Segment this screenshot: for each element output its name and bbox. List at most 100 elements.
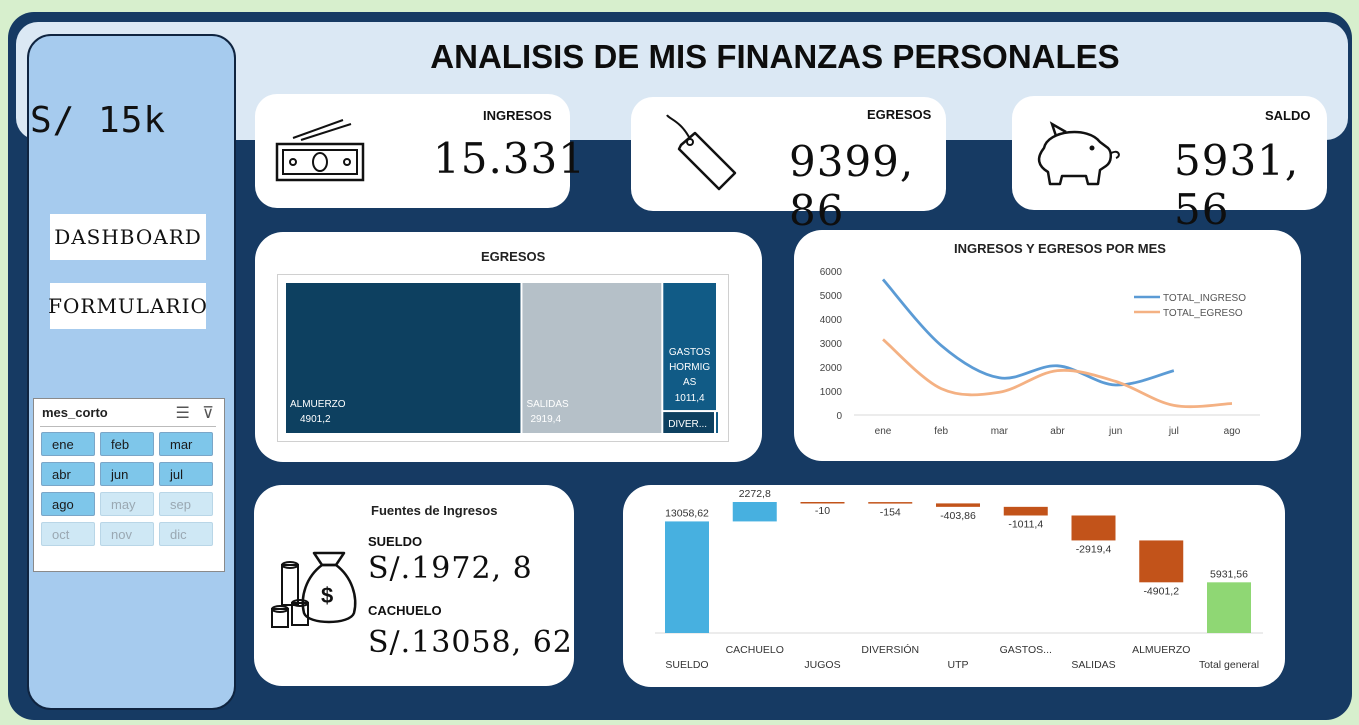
y-tick-label: 3000 [820, 339, 843, 350]
x-tick-label: abr [1050, 426, 1065, 437]
saldo-card: SALDO 5931, 56 [1012, 96, 1327, 234]
price-tag-icon [666, 114, 737, 191]
ingresos-card: INGRESOS 15.331 [255, 94, 585, 208]
waterfall-bar[interactable] [936, 503, 980, 507]
x-tick-label: ene [875, 426, 892, 437]
treemap-cell[interactable] [716, 412, 718, 433]
series-line-total_ingreso[interactable] [881, 278, 1175, 387]
slicer-item-may[interactable]: may [100, 492, 154, 516]
treemap-label: ALMUERZO [290, 399, 346, 410]
category-label: Total general [1199, 659, 1259, 671]
slicer-item-dic[interactable]: dic [159, 522, 213, 546]
x-tick-label: feb [934, 426, 948, 437]
waterfall-bar[interactable] [800, 502, 845, 504]
waterfall-bar[interactable] [1139, 540, 1184, 583]
saldo-label: SALDO [1265, 108, 1311, 123]
line-chart-card: INGRESOS Y EGRESOS POR MES 6000 5000 4000 3… [794, 230, 1301, 461]
slicer-toolbar: ☰ ⊽ [175, 403, 214, 423]
treemap-svg: ALMUERZO 4901,2 SALIDAS 2919,4 GASTOS HORMIG A… [286, 283, 718, 433]
y-tick-label: 2000 [820, 363, 843, 374]
slicer-item-jun[interactable]: jun [100, 462, 154, 486]
x-tick-label: mar [991, 426, 1009, 437]
slicer-item-jul[interactable]: jul [159, 462, 213, 486]
slicer-item-ago[interactable]: ago [41, 492, 95, 516]
slicer-item-abr[interactable]: abr [41, 462, 95, 486]
treemap-value: 4901,2 [300, 414, 331, 425]
y-tick-label: 1000 [820, 387, 843, 398]
data-label: -10 [815, 505, 830, 517]
clear-filter-icon[interactable]: ⊽ [202, 405, 214, 422]
treemap-title: EGRESOS [481, 249, 546, 264]
category-label: DIVERSIÓN [861, 643, 919, 656]
category-label: JUGOS [804, 659, 840, 671]
formulario-button[interactable]: FORMULARIO [48, 283, 207, 329]
fuentes-title: Fuentes de Ingresos [371, 503, 498, 518]
category-label: SUELDO [665, 659, 708, 671]
waterfall-bar[interactable] [868, 502, 913, 504]
x-tick-label: ago [1224, 426, 1241, 437]
slicer-item-nov[interactable]: nov [100, 522, 154, 546]
svg-text:$: $ [321, 583, 333, 608]
slicer-item-ene[interactable]: ene [41, 432, 95, 456]
y-tick-label: 6000 [820, 267, 843, 278]
y-tick-label: 4000 [820, 315, 843, 326]
data-label: 5931,56 [1210, 568, 1248, 580]
category-label: SALIDAS [1071, 659, 1115, 671]
slicer-divider [40, 426, 216, 427]
x-tick-label: jun [1108, 426, 1122, 437]
slicer-item-oct[interactable]: oct [41, 522, 95, 546]
line-chart-title: INGRESOS Y EGRESOS POR MES [954, 241, 1166, 256]
treemap-area: ALMUERZO 4901,2 SALIDAS 2919,4 GASTOS HORMIG A… [277, 274, 729, 442]
treemap-cell[interactable] [663, 283, 716, 411]
series-line-total_egreso[interactable] [882, 338, 1233, 409]
money-bag-icon: $ [271, 551, 357, 628]
data-label: -1011,4 [1008, 518, 1043, 530]
dashboard-button[interactable]: DASHBOARD [50, 214, 206, 260]
slicer-item-sep[interactable]: sep [159, 492, 213, 516]
legend-label: TOTAL_EGRESO [1163, 308, 1243, 319]
sueldo-value: S/.1972, 8 [368, 551, 533, 586]
brand-label: S/ 15k [30, 100, 167, 141]
treemap-label: DIVER... [668, 419, 707, 430]
data-label: -4901,2 [1143, 585, 1179, 597]
slicer-item-feb[interactable]: feb [100, 432, 154, 456]
sidebar [27, 34, 236, 710]
category-label: UTP [948, 659, 969, 671]
treemap-value: 1011,4 [675, 393, 705, 404]
category-label: GASTOS... [1000, 644, 1052, 656]
waterfall-bar[interactable] [732, 502, 777, 522]
egresos-card: EGRESOS 9399, 86 [631, 97, 946, 235]
treemap-cell[interactable] [286, 283, 521, 433]
slicer-item-mar[interactable]: mar [159, 432, 213, 456]
egresos-value: 9399, 86 [789, 137, 915, 235]
waterfall-bar[interactable] [1207, 582, 1251, 633]
y-tick-label: 5000 [820, 291, 843, 302]
ingresos-value: 15.331 [433, 134, 586, 183]
waterfall-bar[interactable] [1003, 506, 1048, 516]
sueldo-label: SUELDO [368, 534, 423, 549]
cachuelo-label: CACHUELO [368, 603, 442, 618]
treemap-label: SALIDAS [526, 399, 569, 410]
waterfall-bar[interactable] [1071, 515, 1116, 541]
x-tick-label: jul [1168, 426, 1179, 437]
data-label: -2919,4 [1076, 543, 1112, 555]
line-chart-svg: 6000 5000 4000 3000 2000 1000 0 ene feb mar abr jun… [820, 267, 1260, 437]
treemap-cell[interactable] [663, 412, 714, 433]
cash-icon [275, 119, 365, 182]
treemap-cell[interactable] [522, 283, 662, 433]
egresos-treemap-card: EGRESOS ALMUERZO 4901,2 SALIDAS 2919,4 GASTO… [255, 232, 762, 462]
data-label: 2272,8 [739, 488, 771, 500]
month-slicer: mes_corto ☰ ⊽ ene feb mar abr jun jul ago may se… [33, 398, 225, 572]
treemap-value: 2919,4 [530, 414, 561, 425]
data-label: 13058,62 [665, 507, 709, 519]
data-label: -403,86 [940, 510, 976, 522]
data-label: -154 [880, 506, 901, 518]
ingresos-label: INGRESOS [483, 108, 552, 123]
slicer-title: mes_corto [42, 405, 108, 420]
category-label: ALMUERZO [1132, 644, 1190, 656]
y-tick-label: 0 [836, 411, 842, 422]
multi-select-icon[interactable]: ☰ [175, 405, 190, 422]
waterfall-bar[interactable] [665, 521, 709, 633]
category-label: CACHUELO [726, 644, 784, 656]
waterfall-card: 13058,62 SUELDO 2272,8 CACHUELO -10 JUGOS -154… [623, 485, 1285, 687]
